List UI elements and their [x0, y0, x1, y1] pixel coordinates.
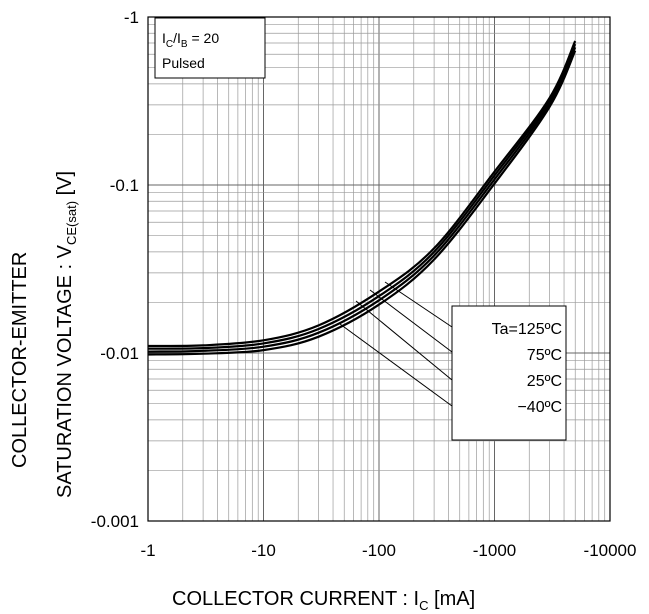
condition-note-ratio: IC/IB = 20: [162, 30, 219, 50]
legend-label: 25ºC: [527, 373, 562, 390]
series-line: [147, 50, 577, 356]
legend-leader-line: [384, 281, 453, 328]
legend-label: 75ºC: [527, 347, 562, 364]
y-tick-label: -0.001: [91, 512, 139, 531]
legend: Ta=125ºC 75ºC 25ºC −40ºC: [451, 305, 567, 441]
y-tick-label: -0.1: [110, 176, 139, 195]
legend-leader-line: [369, 289, 453, 353]
y-tick-label: -1: [124, 8, 139, 27]
plot-frame: [147, 16, 611, 522]
x-tick-label: -10000: [584, 541, 637, 560]
grid: [147, 17, 610, 522]
x-tick-label: -1: [140, 541, 155, 560]
series-line: [147, 40, 577, 348]
legend-leader-lines: [339, 281, 453, 407]
legend-leader-line: [355, 300, 453, 381]
legend-label: Ta=125ºC: [492, 321, 562, 338]
y-axis-title-line1: COLLECTOR-EMITTER: [9, 252, 31, 468]
y-axis-title-line2: SATURATION VOLTAGE : VCE(sat) [V]: [54, 171, 79, 498]
x-tick-label: -10: [251, 541, 276, 560]
x-tick-label: -1000: [473, 541, 516, 560]
condition-note-mode: Pulsed: [162, 55, 205, 71]
condition-note: IC/IB = 20 Pulsed: [154, 17, 266, 79]
series-layer: [147, 40, 577, 356]
x-axis-title: COLLECTOR CURRENT : IC [mA]: [172, 588, 475, 613]
y-tick-label: -0.01: [100, 344, 139, 363]
tick-labels: -1 -10 -100 -1000 -10000 -1 -0.1 -0.01 -0.001: [91, 8, 637, 560]
series-line: [147, 43, 577, 350]
legend-leader-line: [339, 323, 453, 407]
series-line: [147, 46, 577, 353]
legend-label: −40ºC: [517, 399, 562, 416]
x-tick-label: -100: [362, 541, 396, 560]
